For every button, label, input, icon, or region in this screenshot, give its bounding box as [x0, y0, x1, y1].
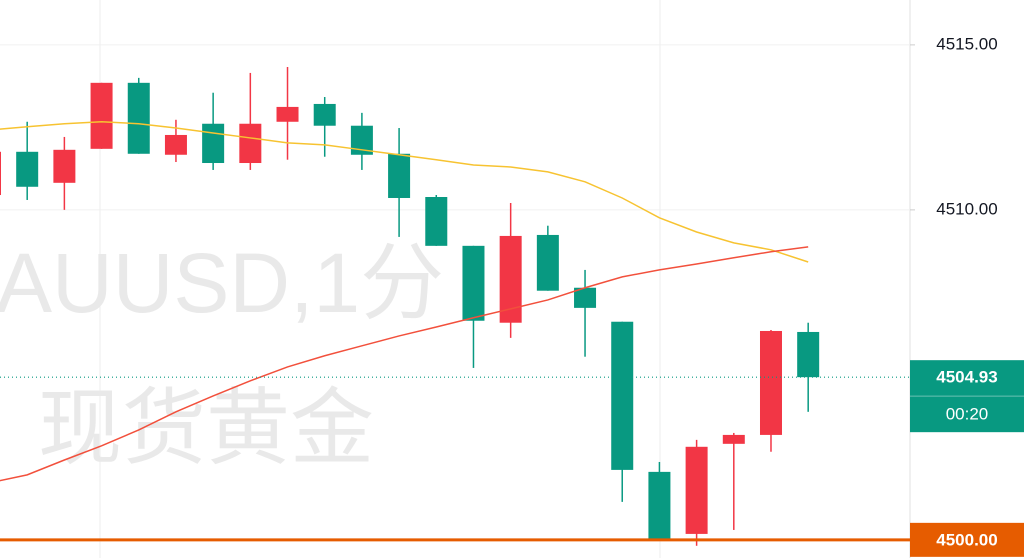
- last-price-box: [910, 360, 1024, 433]
- candle-body: [53, 149, 76, 183]
- candle-body: [685, 446, 708, 534]
- candle-body: [722, 434, 745, 444]
- y-tick-label: 4510.00: [936, 199, 997, 218]
- watermark: XAUUSD,1分: [0, 236, 444, 330]
- candle-body: [648, 471, 671, 540]
- moving-average: [0, 246, 809, 482]
- watermark: 现货黄金: [38, 381, 374, 475]
- candle-body: [425, 196, 448, 246]
- candle-body: [202, 123, 225, 164]
- candle-body: [759, 330, 782, 435]
- candle-body: [127, 82, 150, 154]
- candle-body: [388, 153, 411, 198]
- countdown-label: 00:20: [946, 405, 989, 424]
- last-price-label: 4504.93: [936, 368, 997, 387]
- candle-body: [276, 106, 299, 122]
- candle-body: [350, 125, 373, 155]
- candle-body: [16, 151, 39, 187]
- y-tick-label: 4515.00: [936, 34, 997, 53]
- candle-body: [239, 123, 262, 164]
- candle-body: [0, 151, 1, 196]
- candle-body: [313, 103, 336, 126]
- candle-body: [536, 234, 559, 291]
- candle-body: [462, 245, 485, 321]
- candle-body: [164, 134, 187, 155]
- candle-body: [90, 82, 113, 149]
- candle-body: [574, 287, 597, 308]
- price-line-label: 4500.00: [936, 530, 997, 549]
- candle-body: [611, 321, 634, 470]
- moving-average: [0, 121, 809, 263]
- candle-body: [499, 235, 522, 323]
- price-line-box: [910, 522, 1024, 557]
- candle-body: [797, 331, 820, 378]
